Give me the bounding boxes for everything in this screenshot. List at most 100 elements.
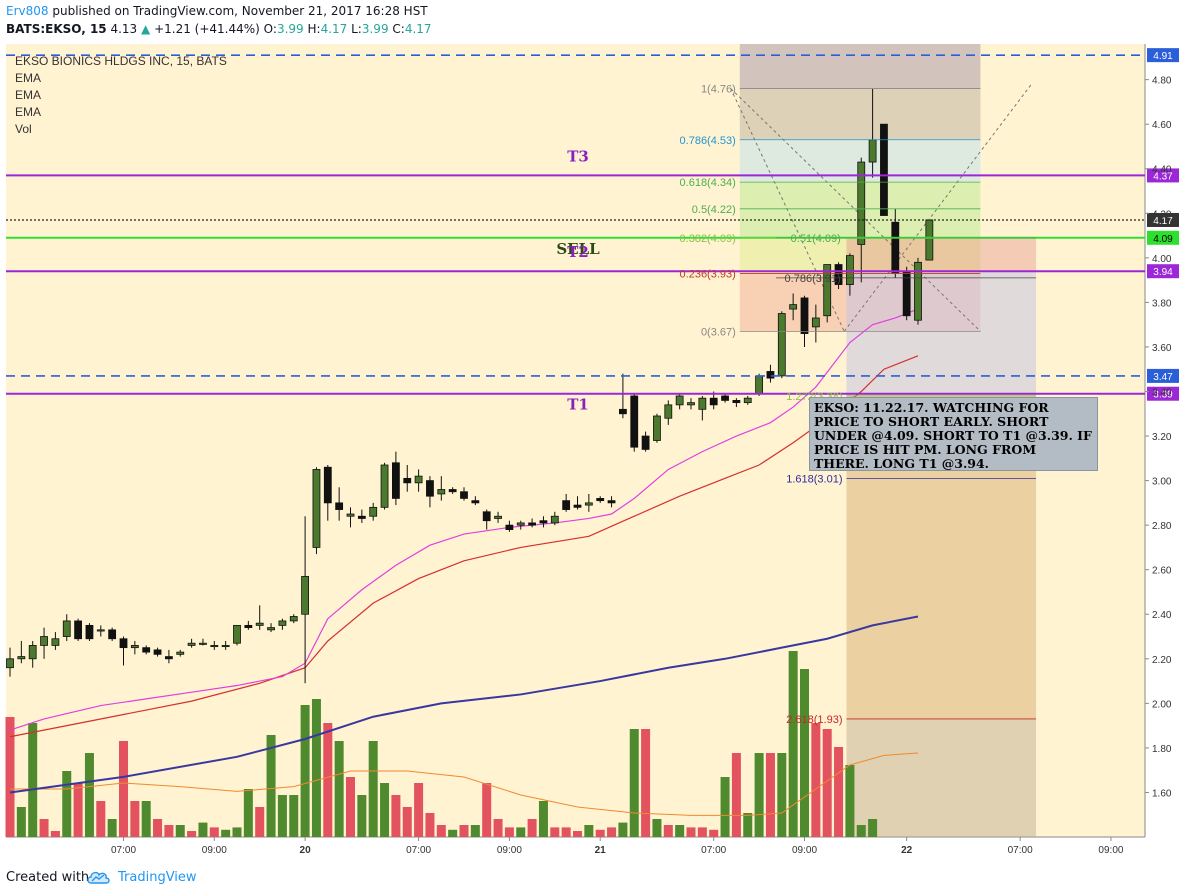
candle-down[interactable] (471, 500, 480, 504)
candle-down[interactable] (630, 395, 639, 448)
candle-down[interactable] (85, 624, 94, 640)
candle-down[interactable] (164, 656, 173, 660)
volume-bar (493, 819, 503, 837)
volume-bar (550, 827, 560, 837)
candle-up[interactable] (130, 645, 139, 649)
volume-bar (96, 801, 106, 837)
candle-down[interactable] (596, 498, 605, 502)
candle-down[interactable] (323, 466, 332, 504)
candle-up[interactable] (51, 638, 60, 646)
candle-up[interactable] (312, 469, 321, 548)
candle-down[interactable] (426, 480, 434, 497)
candle-up[interactable] (278, 620, 287, 626)
candle-down[interactable] (732, 400, 741, 404)
candle-up[interactable] (301, 575, 310, 615)
candle-up[interactable] (687, 402, 695, 406)
candle-up[interactable] (550, 515, 559, 524)
candle-down[interactable] (562, 500, 571, 510)
candle-down[interactable] (391, 462, 400, 499)
candle-up[interactable] (914, 261, 922, 321)
candle-up[interactable] (28, 645, 37, 660)
candle-up[interactable] (210, 645, 219, 648)
candle-up[interactable] (494, 515, 502, 519)
candle-up[interactable] (664, 404, 673, 419)
candle-up[interactable] (437, 489, 446, 495)
volume-bar (84, 753, 94, 837)
author-link[interactable]: Erv808 (6, 4, 49, 18)
volume-bar (811, 723, 821, 837)
candle-up[interactable] (346, 513, 355, 517)
close-label: C: (392, 22, 405, 36)
candle-up[interactable] (199, 642, 207, 645)
candle-up[interactable] (255, 622, 264, 626)
candle-down[interactable] (505, 524, 514, 531)
candle-down[interactable] (880, 123, 888, 216)
candle-up[interactable] (777, 313, 786, 377)
candle-down[interactable] (142, 647, 151, 653)
candle-up[interactable] (755, 375, 763, 395)
y-tick-label: 3.00 (1152, 477, 1172, 488)
candle-down[interactable] (528, 522, 536, 526)
candle-down[interactable] (709, 397, 718, 406)
candle-up[interactable] (289, 616, 298, 622)
candle-down[interactable] (641, 435, 650, 450)
candle-up[interactable] (6, 658, 14, 669)
candle-down[interactable] (335, 502, 344, 510)
candle-down[interactable] (834, 264, 843, 285)
candle-up[interactable] (823, 264, 832, 317)
candle-down[interactable] (619, 408, 627, 415)
y-tick-label: 1.80 (1152, 744, 1172, 755)
volume-bar (470, 825, 480, 837)
candle-down[interactable] (800, 297, 809, 334)
x-tick-label: 09:00 (1098, 845, 1123, 856)
candle-down[interactable] (539, 520, 548, 524)
volume-bar (595, 829, 605, 837)
candle-down[interactable] (766, 371, 775, 379)
candle-down[interactable] (448, 489, 457, 493)
fib-ext-label: 2.618(1.93) (786, 714, 842, 726)
candle-down[interactable] (721, 395, 729, 401)
candle-up[interactable] (414, 475, 423, 484)
candle-down[interactable] (573, 504, 582, 508)
candle-up[interactable] (267, 627, 275, 631)
candle-up[interactable] (868, 139, 877, 163)
candle-down[interactable] (74, 620, 82, 640)
tradingview-brand-link[interactable]: TradingView (118, 870, 197, 885)
candle-up[interactable] (846, 255, 854, 285)
candle-down[interactable] (607, 500, 616, 504)
trade-plan-note[interactable]: EKSO: 11.22.17. WATCHING FOR PRICE TO SH… (809, 397, 1098, 471)
volume-bar (130, 801, 140, 837)
candle-up[interactable] (96, 629, 105, 632)
candle-down[interactable] (108, 629, 117, 640)
candle-up[interactable] (187, 642, 196, 646)
candle-up[interactable] (176, 651, 185, 655)
candle-up[interactable] (17, 656, 26, 660)
candle-up[interactable] (40, 636, 48, 646)
candle-up[interactable] (653, 415, 661, 441)
x-tick-label: 07:00 (1008, 845, 1033, 856)
candle-down[interactable] (403, 477, 412, 484)
candle-up[interactable] (584, 502, 593, 506)
candle-down[interactable] (119, 638, 128, 649)
candle-up[interactable] (221, 645, 230, 648)
candle-up[interactable] (789, 304, 798, 310)
candle-up[interactable] (698, 397, 707, 410)
candle-up[interactable] (233, 624, 241, 644)
candle-up[interactable] (743, 397, 752, 404)
legend-indicator-1: EMA (15, 71, 41, 85)
candle-up[interactable] (857, 161, 866, 245)
candle-down[interactable] (482, 511, 491, 522)
candle-down[interactable] (891, 221, 900, 274)
candle-down[interactable] (244, 624, 253, 629)
candle-up[interactable] (62, 620, 71, 637)
candle-up[interactable] (516, 522, 525, 526)
candle-down[interactable] (460, 491, 468, 499)
candle-up[interactable] (811, 317, 820, 328)
candle-up[interactable] (675, 395, 684, 406)
candle-up[interactable] (380, 464, 389, 508)
candle-down[interactable] (357, 515, 366, 519)
candle-up[interactable] (925, 219, 934, 261)
candle-down[interactable] (153, 649, 162, 655)
candle-up[interactable] (369, 506, 378, 517)
time-axis[interactable] (6, 837, 1184, 862)
